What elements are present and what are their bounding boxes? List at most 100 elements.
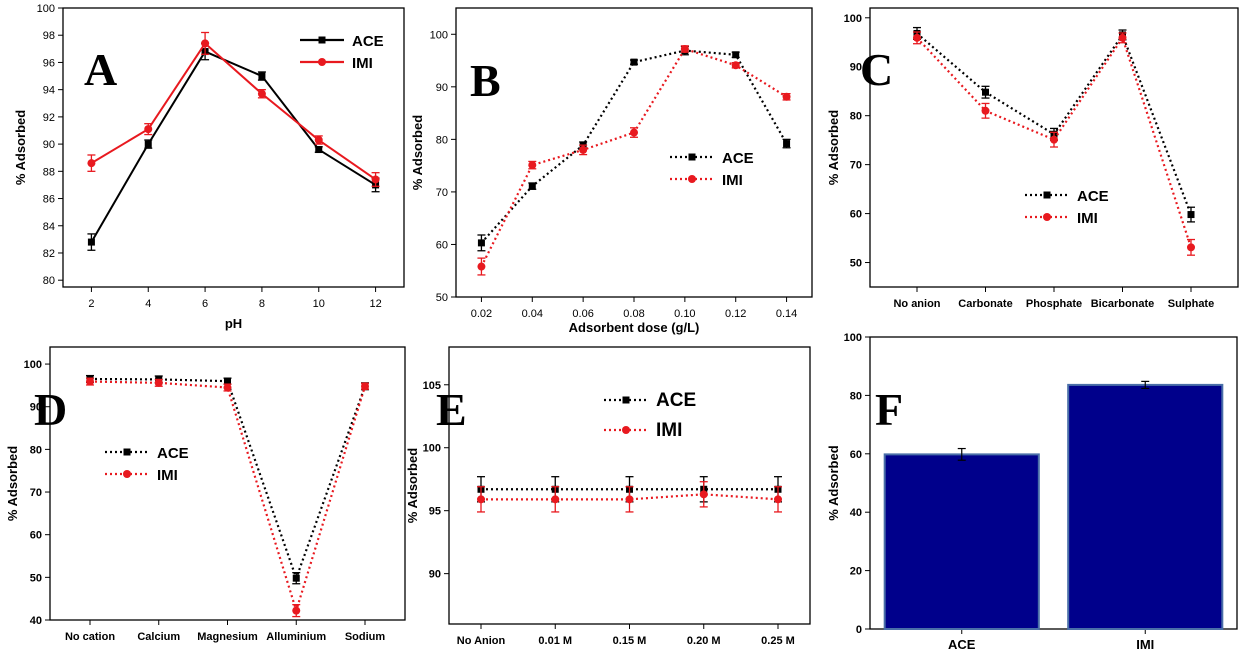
panel-E: 90 95 100 105 No Anion 0.01 M 0.15 M 0.20 M 0.25… (405, 346, 811, 647)
series-IMI (477, 481, 782, 513)
data-point-IMI (371, 175, 380, 184)
legend-A: ACE IMI (300, 33, 384, 72)
data-point-IMI (86, 377, 94, 386)
panel-B: 50 60 70 80 90 100 0.02 0.04 0.06 0.08 0.10 0.12 0.1… (410, 7, 813, 335)
data-point-IMI (981, 106, 990, 115)
legend-label-ACE: ACE (656, 390, 696, 411)
y-tick-label: 96 (43, 57, 55, 69)
x-tick-label: Calcium (137, 631, 180, 643)
series-line-ACE (916, 32, 1193, 215)
data-point-IMI (625, 495, 634, 504)
data-point-IMI (223, 383, 232, 392)
data-point-IMI (477, 495, 485, 504)
x-tick-label: Carbonate (958, 298, 1012, 310)
y-tick-label: 90 (429, 569, 441, 581)
x-tick-label: No Anion (457, 635, 506, 647)
y-tick-label: 100 (24, 359, 42, 371)
data-point-IMI (1118, 33, 1127, 42)
y-tick-label: 60 (30, 530, 42, 542)
series-line-IMI (90, 41, 377, 181)
legend-label-ACE: ACE (1077, 188, 1109, 205)
legend-C: ACE IMI (1025, 188, 1109, 227)
x-tick-label: 0.25 M (761, 635, 795, 647)
y-tick-label: 100 (430, 29, 448, 41)
y-tick-label: 100 (37, 3, 55, 15)
series-ACE (913, 26, 1195, 223)
y-tick-label: 100 (844, 13, 862, 25)
legend-B: ACE IMI (670, 150, 754, 189)
y-axis-label: % Adsorbed (405, 448, 420, 523)
series-IMI (913, 31, 1195, 256)
x-tick-label: 6 (202, 298, 208, 310)
series-line-IMI (89, 380, 367, 615)
bar-ACE (883, 453, 1040, 630)
legend-marker-ACE (622, 396, 630, 404)
y-tick-label: 50 (436, 292, 448, 304)
y-axis-label: % Adsorbed (826, 110, 841, 185)
data-point-IMI (292, 606, 301, 615)
x-tick-label: 0.15 M (613, 635, 647, 647)
legend-marker-IMI (1043, 213, 1051, 221)
x-tick-label: 2 (88, 298, 94, 310)
x-tick-label: No anion (893, 298, 940, 310)
data-point-ACE (528, 182, 536, 190)
y-axis-label: % Adsorbed (826, 445, 841, 520)
y-tick-label: 80 (850, 111, 862, 123)
legend-marker-ACE (123, 448, 131, 456)
x-tick-label: 0.20 M (687, 635, 721, 647)
x-tick-label: Sulphate (1168, 298, 1214, 310)
y-tick-label: 92 (43, 112, 55, 124)
panel-letter-C: C (860, 44, 893, 95)
x-tick-label: Bicarbonate (1091, 298, 1155, 310)
panel-D: 40 50 60 70 80 90 100 No cation Calcium Magnesium… (5, 346, 406, 643)
legend-label-IMI: IMI (722, 172, 743, 189)
series-line-ACE (480, 49, 788, 244)
data-point-ACE (477, 239, 485, 247)
data-point-IMI (361, 382, 369, 391)
legend-marker-IMI (688, 175, 696, 183)
bar-IMI (1067, 383, 1224, 630)
x-tick-label: 0.08 (623, 308, 644, 320)
data-point-IMI (551, 495, 560, 504)
x-tick-label: 0.04 (522, 308, 543, 320)
series-ACE (477, 45, 791, 252)
x-tick-label: 0.10 (674, 308, 695, 320)
y-tick-label: 40 (850, 507, 862, 519)
y-axis-label: % Adsorbed (13, 110, 28, 185)
x-tick-label: 0.06 (572, 308, 593, 320)
y-tick-label: 50 (850, 258, 862, 270)
x-tick-label: 12 (369, 298, 381, 310)
data-point-IMI (257, 89, 266, 98)
x-axis-label: Adsorbent dose (g/L) (569, 320, 700, 335)
data-point-IMI (1187, 243, 1195, 252)
y-tick-label: 50 (30, 572, 42, 584)
y-tick-label: 94 (43, 85, 55, 97)
y-tick-label: 80 (436, 134, 448, 146)
legend-marker-ACE (318, 36, 326, 44)
y-tick-label: 80 (43, 275, 55, 287)
legend-marker-IMI (123, 470, 131, 478)
y-tick-label: 40 (30, 615, 42, 627)
plot-frame-F (869, 336, 1238, 630)
data-point-IMI (144, 125, 153, 134)
y-tick-label: 90 (850, 62, 862, 74)
legend-marker-ACE (1043, 191, 1051, 199)
legend-label-IMI: IMI (157, 467, 178, 484)
x-tick-label: 8 (259, 298, 265, 310)
series-line-ACE (90, 50, 377, 243)
y-tick-label: 100 (844, 332, 862, 344)
y-tick-label: 105 (423, 380, 441, 392)
x-tick-label: Magnesium (197, 631, 258, 643)
legend-label-IMI: IMI (656, 420, 682, 441)
x-tick-label: 0.02 (471, 308, 492, 320)
data-point-IMI (630, 128, 638, 137)
legend-marker-IMI (622, 426, 630, 434)
data-point-ACE (87, 238, 95, 246)
panel-C: 50 60 70 80 90 100 No anion Carbonate Phosphate B… (826, 7, 1239, 310)
data-point-IMI (680, 44, 689, 53)
legend-label-ACE: ACE (352, 33, 384, 50)
panel-letter-F: F (875, 384, 903, 435)
x-tick-label: 0.01 M (538, 635, 572, 647)
data-point-ACE (292, 574, 300, 582)
